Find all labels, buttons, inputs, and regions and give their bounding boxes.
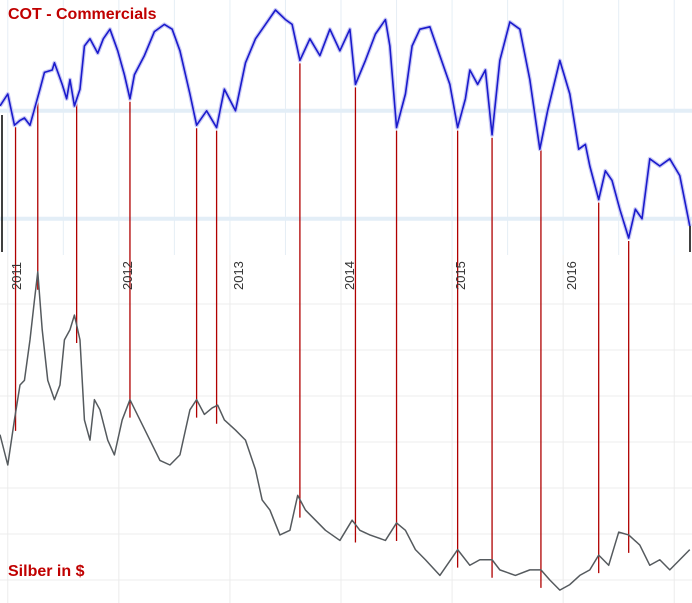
- x-tick-label: 2014: [342, 261, 357, 290]
- x-tick-label: 2016: [564, 261, 579, 290]
- silver-price-line: [0, 271, 691, 591]
- x-tick-label: 2013: [231, 261, 246, 290]
- cot-line: [0, 9, 691, 239]
- cot-chart-title: COT - Commercials: [8, 6, 157, 23]
- cot-line-halo: [0, 8, 692, 240]
- x-tick-label: 2012: [120, 261, 135, 290]
- silver-chart-title: Silber in $: [8, 563, 85, 580]
- x-tick-label: 2011: [9, 262, 24, 290]
- x-tick-label: 2015: [453, 261, 468, 290]
